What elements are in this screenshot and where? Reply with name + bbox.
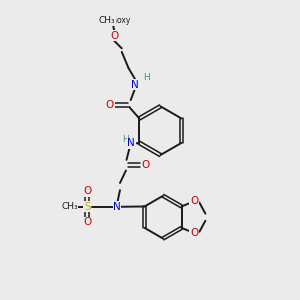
Text: CH₃: CH₃ [99, 16, 115, 25]
Text: O: O [83, 186, 92, 196]
Text: S: S [84, 202, 91, 212]
Text: methoxy: methoxy [98, 16, 131, 25]
Text: H: H [122, 135, 129, 144]
Text: O: O [190, 228, 198, 238]
Text: O: O [106, 100, 114, 110]
Text: O: O [83, 217, 92, 227]
Text: H: H [143, 73, 150, 82]
Text: O: O [190, 196, 198, 206]
Text: N: N [113, 202, 121, 212]
Text: CH₃: CH₃ [61, 202, 78, 211]
Text: O: O [141, 160, 149, 170]
Text: N: N [128, 139, 135, 148]
Text: N: N [131, 80, 139, 90]
Text: O: O [110, 31, 118, 40]
